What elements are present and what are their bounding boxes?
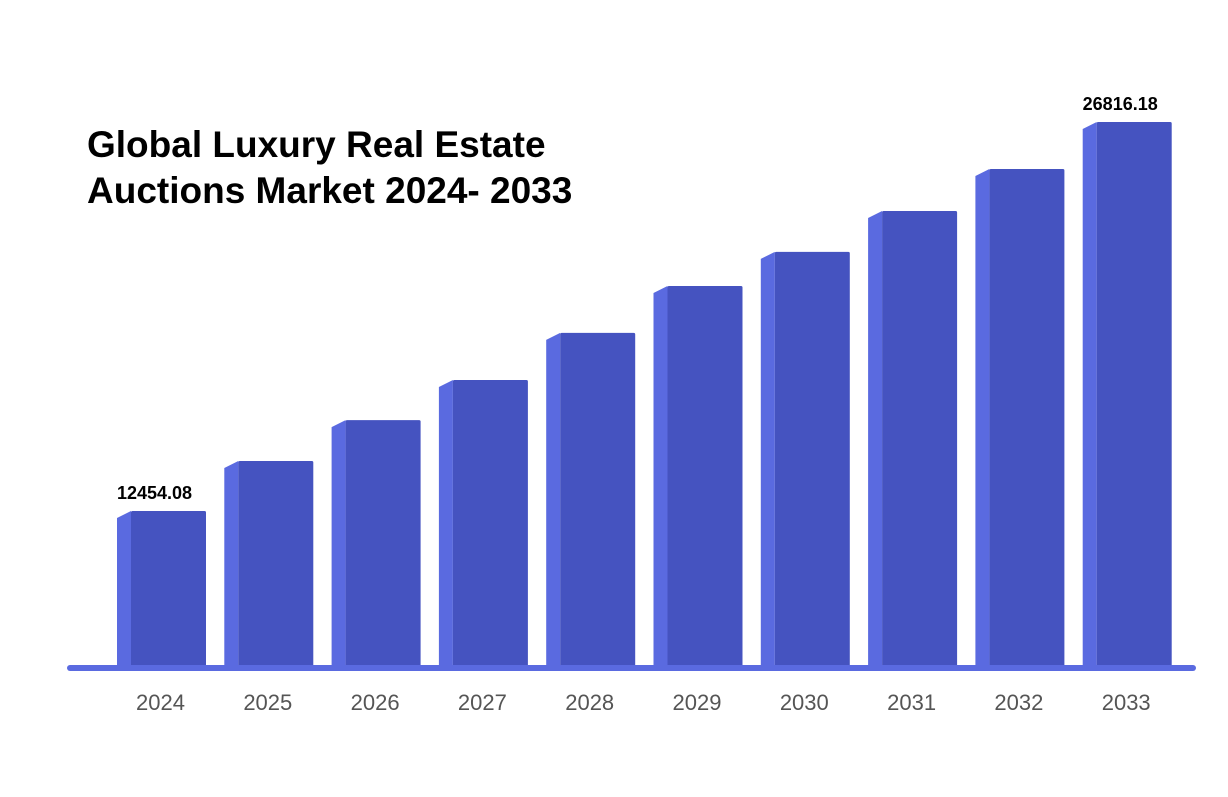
bar-2024 xyxy=(131,511,206,667)
bar-side-2032 xyxy=(975,169,990,668)
bar-2030 xyxy=(774,251,850,667)
data-label-2024: 12454.08 xyxy=(117,483,192,503)
bar-side-2026 xyxy=(331,420,346,667)
bar-2026 xyxy=(345,420,421,667)
x-tick-label-2030: 2030 xyxy=(780,690,829,715)
bar-2031 xyxy=(882,211,958,667)
data-label-2033: 26816.18 xyxy=(1083,94,1158,114)
bar-side-2024 xyxy=(117,511,131,667)
bar-side-2033 xyxy=(1082,122,1097,667)
bar-2032 xyxy=(989,169,1065,668)
bar-2029 xyxy=(667,286,743,667)
x-tick-label-2032: 2032 xyxy=(994,690,1043,715)
bar-side-2028 xyxy=(546,332,561,667)
bar-2033 xyxy=(1096,122,1172,667)
bar-side-2029 xyxy=(653,286,668,667)
x-tick-label-2024: 2024 xyxy=(136,690,185,715)
bar-side-2027 xyxy=(438,380,453,667)
x-tick-label-2025: 2025 xyxy=(243,690,292,715)
x-tick-label-2029: 2029 xyxy=(673,690,722,715)
x-tick-label-2026: 2026 xyxy=(351,690,400,715)
x-tick-label-2028: 2028 xyxy=(565,690,614,715)
bar-2027 xyxy=(452,380,528,667)
x-tick-label-2027: 2027 xyxy=(458,690,507,715)
chart-title-line-1: Global Luxury Real Estate xyxy=(87,124,546,165)
x-tick-label-2033: 2033 xyxy=(1102,690,1151,715)
bar-2028 xyxy=(560,332,636,667)
x-tick-label-2031: 2031 xyxy=(887,690,936,715)
bar-2025 xyxy=(238,461,314,667)
chart-title-line-2: Auctions Market 2024- 2033 xyxy=(87,170,573,211)
chart-title: Global Luxury Real Estate Auctions Marke… xyxy=(87,122,572,214)
bar-side-2031 xyxy=(868,211,883,667)
bar-side-2025 xyxy=(224,461,239,667)
bar-side-2030 xyxy=(760,251,775,667)
